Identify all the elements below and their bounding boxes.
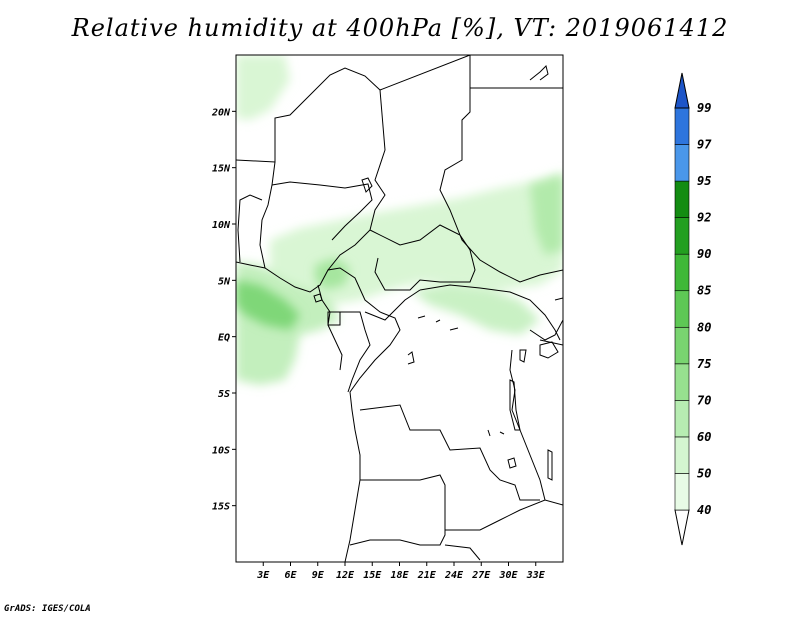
border-niger: [259, 161, 276, 269]
colorbar-segment: [674, 253, 690, 292]
bioko-island: [313, 293, 323, 303]
colorbar-label: 95: [697, 174, 711, 188]
border-uganda: [529, 319, 563, 341]
border-kenya: [554, 297, 563, 301]
lon-tick-label: 30E: [498, 570, 518, 581]
border-north-2: [379, 55, 471, 91]
border-north-1: [236, 67, 386, 271]
colorbar-label: 99: [697, 101, 711, 115]
humidity-field: [236, 55, 563, 385]
lat-tick-label: 15S: [212, 502, 230, 513]
lat-tick-label: 15N: [212, 164, 231, 175]
lon-tick-label: 24E: [444, 570, 464, 581]
lon-tick-label: 27E: [471, 570, 491, 581]
colorbar: 40 50 60 70 75 80 85 90 92 95 97 99: [674, 72, 712, 546]
humidity-region-north: [236, 55, 290, 120]
colorbar-label: 92: [697, 211, 711, 225]
lon-tick-label: 3E: [256, 570, 270, 581]
lake-malawi: [547, 449, 553, 481]
longitude-axis: 3E 6E 9E 12E 15E 18E 21E 24E 27E 30E 33E: [256, 562, 546, 581]
colorbar-label: 80: [697, 320, 711, 334]
colorbar-low-arrow: [674, 509, 690, 546]
border-chad-car: [369, 224, 476, 291]
lat-tick-label: 20N: [211, 107, 231, 118]
lon-tick-label: 6E: [284, 570, 297, 581]
colorbar-segment: [674, 107, 690, 145]
colorbar-label: 40: [697, 503, 711, 517]
border-congo-drc: [364, 289, 421, 321]
colorbar-segment: [674, 290, 690, 328]
border-drc-east: [509, 349, 546, 501]
coastline-west-africa: [236, 261, 401, 562]
sinai-coast: [529, 65, 549, 81]
colorbar-label: 60: [697, 430, 711, 444]
lat-tick-label: 10S: [212, 445, 230, 456]
colorbar-segment: [674, 217, 690, 255]
lake-victoria: [539, 341, 559, 359]
colorbar-segment: [674, 363, 690, 401]
river-congo: [407, 315, 459, 365]
border-equatorial: [327, 311, 341, 326]
border-gabon: [340, 311, 371, 393]
humidity-core-gulf: [236, 280, 300, 330]
lon-tick-label: 21E: [417, 570, 437, 581]
lake-chad: [361, 177, 373, 193]
colorbar-label: 90: [697, 247, 711, 261]
border-nigeria: [271, 181, 373, 241]
colorbar-segment: [674, 436, 690, 474]
colorbar-label: 50: [697, 466, 711, 480]
colorbar-segment: [674, 144, 690, 182]
colorbar-segment: [674, 400, 690, 438]
humidity-core-cameroon: [315, 258, 350, 290]
lat-tick-label: EQ: [218, 333, 230, 344]
coastline-and-borders: [236, 55, 563, 562]
humidity-core-east: [530, 175, 563, 255]
border-botswana: [444, 544, 481, 561]
colorbar-label: 70: [697, 393, 711, 407]
colorbar-label: 97: [697, 138, 712, 152]
lon-tick-label: 15E: [363, 570, 382, 581]
chart-title: Relative humidity at 400hPa [%], VT: 201…: [71, 14, 729, 42]
humidity-region-sahel: [270, 172, 563, 305]
colorbar-label: 75: [697, 357, 711, 371]
lon-tick-label: 9E: [312, 570, 325, 581]
border-angola: [349, 474, 446, 546]
colorbar-segment: [674, 473, 690, 511]
colorbar-segment: [674, 326, 690, 365]
colorbar-segment: [674, 180, 690, 218]
colorbar-label: 85: [697, 284, 711, 298]
river-kasai: [487, 429, 505, 437]
border-north-3: [439, 55, 563, 283]
latitude-axis: 20N 15N 10N 5N EQ 5S 10S 15S: [211, 107, 236, 513]
humidity-region-congo-north: [410, 285, 540, 335]
border-zambia: [445, 499, 563, 531]
border-drc-south: [359, 404, 540, 501]
border-benin: [237, 194, 263, 263]
lon-tick-label: 18E: [390, 570, 409, 581]
colorbar-high-arrow: [674, 72, 690, 109]
border-drc-north: [419, 284, 561, 341]
lake-tanganyika: [509, 379, 521, 431]
credit-label: GrADS: IGES/COLA: [4, 604, 91, 614]
lat-tick-label: 5S: [218, 389, 230, 400]
lon-tick-label: 33E: [526, 570, 546, 581]
lake-mweru: [507, 457, 517, 469]
lat-tick-label: 5N: [218, 276, 231, 287]
lon-tick-label: 12E: [336, 570, 355, 581]
lake-kivu: [519, 349, 527, 363]
lat-tick-label: 10N: [212, 220, 231, 231]
